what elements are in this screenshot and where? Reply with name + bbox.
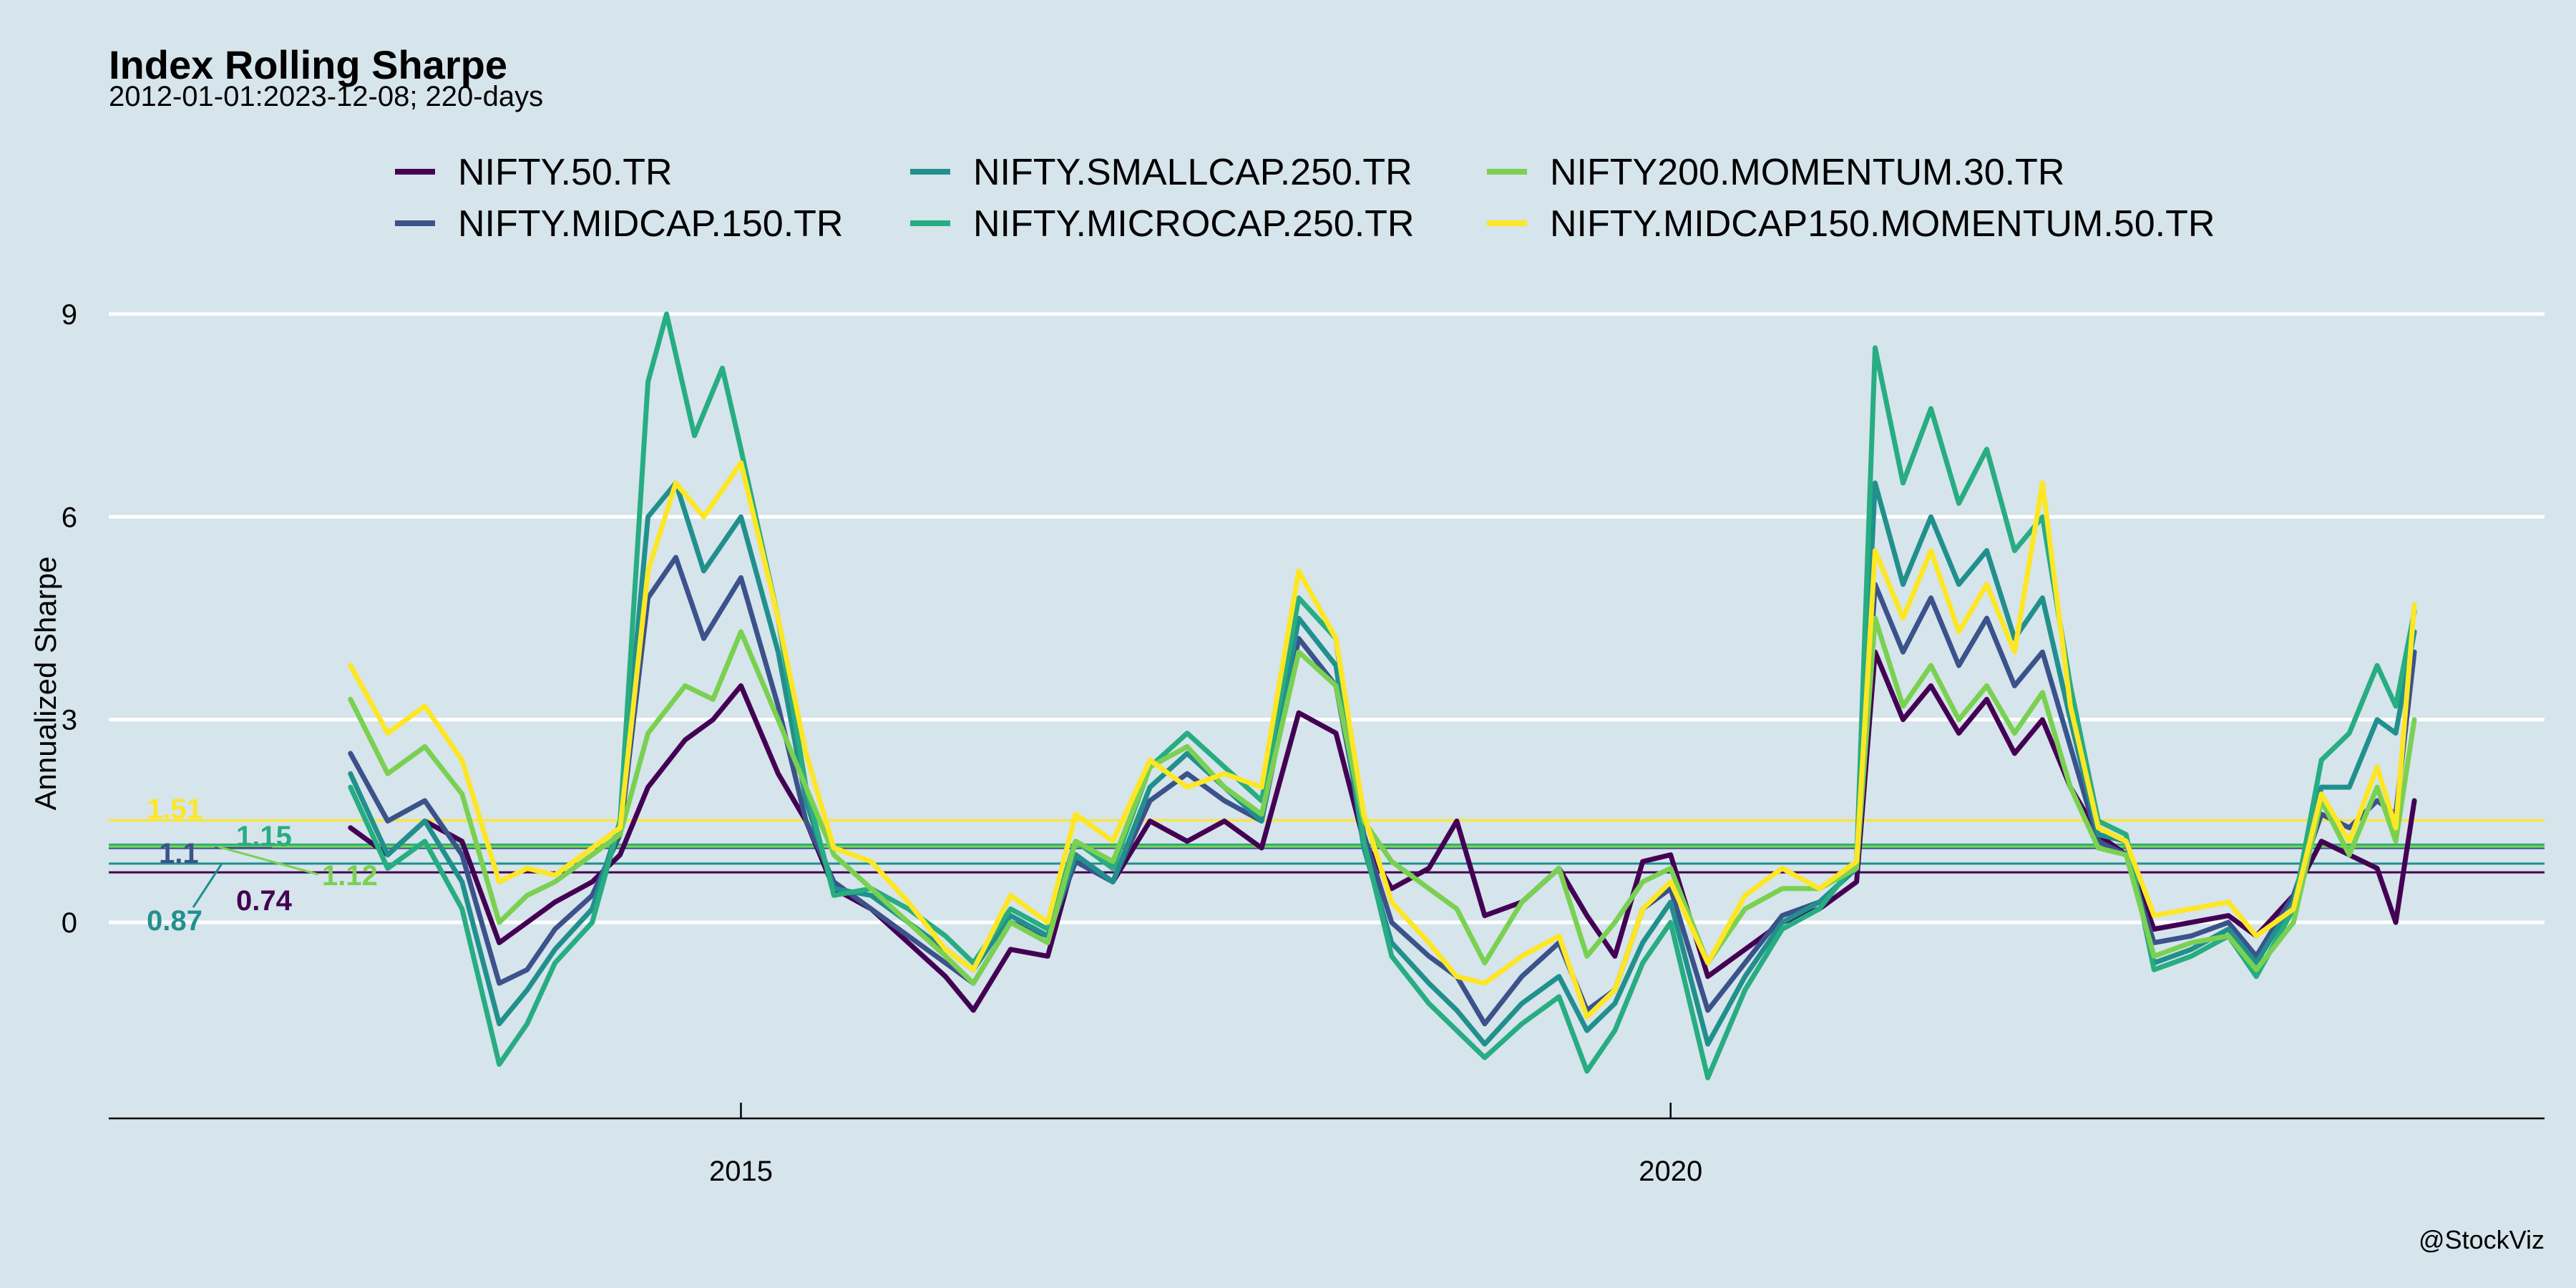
series-line-2 xyxy=(348,480,2417,1047)
mean-label-1: 1.1 xyxy=(159,838,199,869)
mean-label-4: 1.12 xyxy=(322,860,378,892)
mean-labels: 0.74 1.1 0.87 1.15 1.12 1.51 xyxy=(147,794,378,937)
mean-label-leader-4 xyxy=(218,845,319,876)
y-tick-label-0: 0 xyxy=(62,907,77,939)
legend-label-1: NIFTY.MIDCAP.150.TR xyxy=(458,203,843,245)
chart-subtitle: 2012-01-01:2023-12-08; 220-days xyxy=(109,81,543,112)
y-tick-label-3: 9 xyxy=(62,299,77,331)
y-tick-label-1: 3 xyxy=(62,705,77,736)
mean-label-5: 1.51 xyxy=(147,794,203,825)
legend-label-4: NIFTY200.MOMENTUM.30.TR xyxy=(1550,152,2064,193)
grid-lines xyxy=(109,312,2545,924)
mean-label-0: 0.74 xyxy=(236,885,293,917)
caption: @StockViz xyxy=(2419,1225,2545,1254)
mean-label-leader-2 xyxy=(192,863,223,908)
mean-label-2: 0.87 xyxy=(147,905,203,937)
y-axis-ticks: 0 3 6 9 xyxy=(62,299,77,939)
series-line-3 xyxy=(348,311,2417,1080)
legend: NIFTY.50.TR NIFTY.MIDCAP.150.TR NIFTY.SMAL… xyxy=(395,152,2215,245)
y-axis-label: Annualized Sharpe xyxy=(29,557,62,811)
x-tick-label-0: 2015 xyxy=(709,1156,773,1187)
x-tick-label-1: 2020 xyxy=(1639,1156,1702,1187)
legend-label-2: NIFTY.SMALLCAP.250.TR xyxy=(973,152,1413,193)
legend-label-5: NIFTY.MIDCAP150.MOMENTUM.50.TR xyxy=(1550,203,2215,245)
series-line-4 xyxy=(348,615,2417,986)
mean-label-3: 1.15 xyxy=(236,821,292,852)
series-line-1 xyxy=(348,555,2417,1027)
series-line-5 xyxy=(348,460,2417,1020)
x-axis-ticks: 2015 2020 xyxy=(709,1103,1702,1187)
y-tick-label-2: 6 xyxy=(62,502,77,533)
chart-title: Index Rolling Sharpe xyxy=(109,42,507,87)
series-lines xyxy=(348,311,2417,1080)
legend-label-0: NIFTY.50.TR xyxy=(458,152,673,193)
legend-label-3: NIFTY.MICROCAP.250.TR xyxy=(973,203,1414,245)
